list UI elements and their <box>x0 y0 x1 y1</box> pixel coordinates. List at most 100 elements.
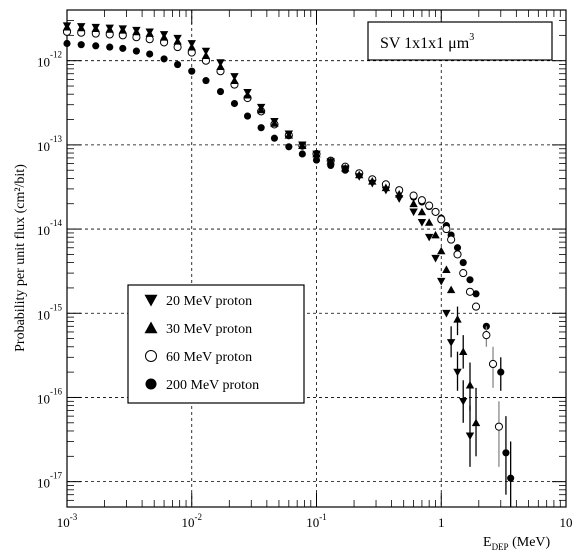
data-point <box>62 22 72 30</box>
title-box: SV 1x1x1 μm3 <box>367 21 553 61</box>
data-point <box>298 141 307 150</box>
data-point <box>459 259 467 267</box>
data-point <box>243 112 252 120</box>
data-point <box>368 179 377 188</box>
data-point <box>105 24 114 33</box>
data-point <box>442 309 451 318</box>
data-point <box>63 39 71 48</box>
data-point <box>188 67 196 75</box>
data-point <box>77 23 86 31</box>
data-point <box>471 418 481 427</box>
data-point <box>230 99 239 108</box>
data-point <box>497 368 505 376</box>
data-point <box>459 397 468 406</box>
data-point <box>482 331 491 340</box>
series-triangle-down <box>62 22 475 467</box>
data-point <box>160 55 168 63</box>
data-point <box>77 41 85 49</box>
legend: 20 MeV proton 30 MeV proton 60 MeV proton 2… <box>127 284 305 404</box>
data-point <box>230 73 239 81</box>
data-point <box>298 150 306 158</box>
data-point <box>92 42 100 50</box>
x-tick-label: 10-2 <box>182 512 203 530</box>
data-point <box>453 368 462 377</box>
data-point <box>437 215 446 224</box>
x-tick-label: 10 <box>560 515 573 530</box>
data-point <box>118 25 127 33</box>
data-point <box>394 195 404 203</box>
data-point <box>437 277 446 286</box>
data-point <box>256 103 266 112</box>
y-axis-label: Probability per unit flux (cm²/bit) <box>13 164 28 352</box>
data-point <box>417 207 427 216</box>
data-point <box>446 339 456 347</box>
title-box-frame <box>367 21 553 61</box>
data-point <box>417 196 426 205</box>
data-point <box>447 235 456 244</box>
data-point <box>173 34 182 43</box>
y-tick-label: 10-13 <box>37 134 62 154</box>
legend-label: 20 MeV proton <box>166 294 252 309</box>
data-point <box>159 31 169 39</box>
data-series <box>62 22 515 507</box>
data-point <box>437 246 446 255</box>
data-point <box>507 474 515 482</box>
x-axis-label: EDEP (MeV) <box>483 535 551 552</box>
data-point <box>453 244 462 252</box>
series-circle-filled <box>63 39 515 507</box>
data-point <box>132 26 141 35</box>
x-tick-label: 10-3 <box>57 512 78 530</box>
data-point <box>145 28 154 37</box>
data-point <box>146 50 154 58</box>
legend-label: 200 MeV proton <box>166 378 259 393</box>
y-tick-label: 10-17 <box>37 471 62 491</box>
data-point <box>431 254 440 263</box>
data-point <box>243 89 252 97</box>
data-point <box>465 380 475 389</box>
data-point <box>341 165 350 173</box>
data-point <box>431 230 440 239</box>
data-point <box>257 124 265 132</box>
data-point <box>424 233 434 242</box>
data-point <box>409 191 418 200</box>
data-point <box>174 60 182 69</box>
data-point <box>91 23 100 32</box>
data-point <box>187 40 196 48</box>
x-tick-label: 10-1 <box>306 512 327 530</box>
data-point <box>106 43 114 51</box>
y-tick-label: 10-16 <box>37 386 62 406</box>
y-tick-label: 10-15 <box>37 302 62 322</box>
data-point <box>425 201 434 210</box>
y-tick-label: 10-12 <box>37 50 62 70</box>
legend-label: 30 MeV proton <box>166 322 252 337</box>
data-point <box>312 150 321 159</box>
data-point <box>424 218 434 226</box>
legend-marker <box>144 294 158 307</box>
data-point <box>326 158 335 166</box>
data-point <box>202 77 210 85</box>
grid-lines <box>67 10 566 507</box>
data-point <box>381 186 391 195</box>
title-text: SV 1x1x1 μm3 <box>380 32 474 52</box>
data-point <box>466 276 474 284</box>
data-point <box>494 422 504 431</box>
data-point <box>502 449 510 457</box>
data-point <box>472 290 480 298</box>
data-point <box>285 143 293 151</box>
data-point <box>453 315 462 323</box>
legend-frame <box>127 284 305 404</box>
data-point <box>459 269 468 278</box>
data-point <box>216 59 225 67</box>
legend-label: 60 MeV proton <box>166 350 252 365</box>
data-point <box>270 134 278 142</box>
data-point <box>409 208 418 217</box>
data-point <box>446 285 456 294</box>
data-point <box>442 265 451 273</box>
data-point <box>355 173 364 181</box>
y-tick-label: 10-14 <box>37 218 62 238</box>
data-point <box>453 250 462 259</box>
data-point <box>431 207 440 216</box>
legend-marker <box>145 378 157 390</box>
